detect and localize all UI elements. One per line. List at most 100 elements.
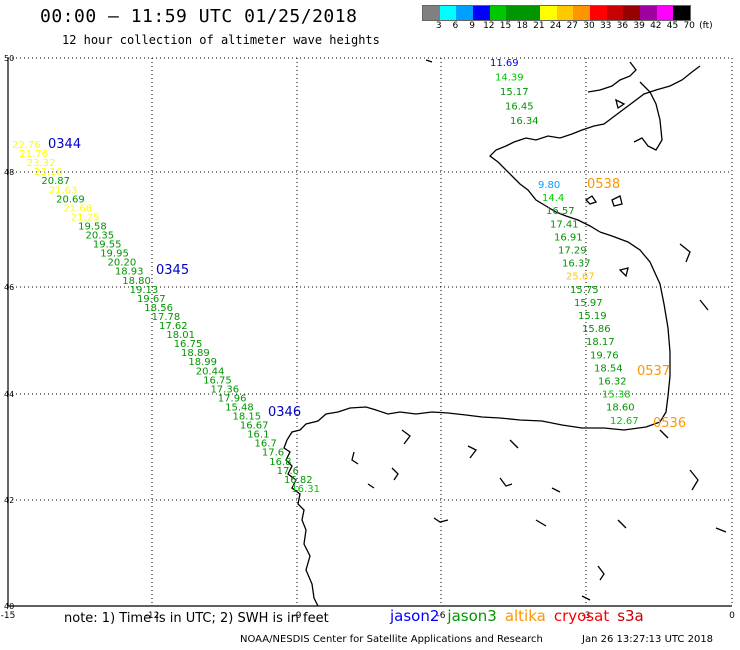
wave-height-reading: 16.75	[203, 375, 232, 386]
wave-height-reading: 15.38	[602, 390, 631, 401]
color-scale-label: 27	[566, 21, 579, 31]
wave-height-reading: 16.57	[546, 206, 575, 217]
wave-height-reading: 18.15	[233, 412, 262, 423]
wave-height-reading: 17.6	[277, 466, 299, 477]
inland-6	[499, 477, 513, 487]
wave-height-reading: 19.76	[590, 350, 619, 361]
longitude-tick-label: -15	[1, 611, 16, 621]
island-2	[611, 195, 623, 207]
color-scale-label: 15	[499, 21, 512, 31]
island-4	[425, 59, 433, 63]
color-scale-label: 6	[452, 21, 459, 31]
inland-2	[367, 483, 375, 489]
wave-height-reading: 16.34	[510, 116, 539, 127]
color-scale-label: 33	[599, 21, 612, 31]
wave-height-reading: 23.32	[27, 158, 56, 169]
wave-height-reading: 17.78	[152, 312, 181, 323]
pass-time-label: 0538	[587, 177, 620, 192]
inland-9	[597, 565, 605, 581]
color-swatch	[656, 6, 674, 20]
inland-13	[679, 243, 691, 263]
color-swatch	[673, 6, 690, 20]
color-scale-label: 21	[533, 21, 545, 31]
longitude-tick-label: -6	[437, 611, 446, 621]
wave-height-reading: 16.37	[562, 259, 591, 270]
color-swatch	[606, 6, 624, 20]
color-scale-label: 70	[683, 21, 695, 31]
wave-height-reading: 16.82	[284, 475, 313, 486]
color-swatch	[539, 6, 557, 20]
color-scale-label: (ft)	[699, 21, 713, 31]
inland-15	[659, 429, 669, 439]
wave-height-reading: 16.91	[554, 232, 583, 243]
color-swatch	[473, 6, 490, 20]
longitude-tick-label: -9	[293, 611, 302, 621]
color-scale-label: 36	[616, 21, 629, 31]
brittany-coastline	[489, 65, 701, 233]
inland-12	[715, 527, 727, 533]
inland-17	[467, 445, 477, 459]
color-swatch	[423, 6, 440, 20]
color-swatch	[506, 6, 524, 20]
wave-height-reading: 11.69	[490, 58, 519, 69]
wave-height-reading: 18.93	[115, 267, 144, 278]
longitude-tick-label: -3	[582, 611, 591, 621]
credit-text: NOAA/NESDIS Center for Satellite Applica…	[240, 634, 543, 645]
inland-14	[699, 299, 709, 311]
wave-height-reading: 20.87	[41, 176, 70, 187]
wave-height-reading: 16.31	[291, 484, 320, 495]
wave-height-reading: 18.01	[166, 330, 195, 341]
wave-height-reading: 21.63	[49, 185, 78, 196]
note-text: note: 1) Time is in UTC; 2) SWH is in fe…	[64, 611, 329, 626]
wave-height-reading: 18.17	[586, 337, 615, 348]
pass-time-label: 0346	[268, 405, 301, 420]
color-scale-label: 39	[633, 21, 645, 31]
satellite-legend: jason2 jason3 altika cryosat s3a	[390, 607, 652, 625]
wave-height-reading: 22.76	[12, 140, 41, 151]
map-title: 00:00 – 11:59 UTC 01/25/2018	[40, 6, 358, 27]
pass-time-label: 0537	[637, 364, 670, 379]
color-scale-bar	[422, 5, 691, 21]
coastline	[283, 59, 727, 607]
wave-height-reading: 20.35	[86, 231, 115, 242]
latitude-tick-label: 40	[4, 602, 14, 611]
wave-height-reading: 19.13	[130, 285, 159, 296]
wave-height-reading: 18.99	[188, 357, 217, 368]
inland-3	[391, 467, 399, 481]
inland-11	[689, 469, 699, 491]
color-swatch	[573, 6, 590, 20]
wave-height-reading: 16.75	[174, 339, 203, 350]
wave-height-reading: 20.69	[56, 194, 85, 205]
color-swatch	[589, 6, 607, 20]
wave-height-reading: 17.36	[210, 384, 239, 395]
wave-height-reading: 12.67	[610, 416, 639, 427]
wave-height-reading: 18.80	[122, 276, 151, 287]
wave-height-reading: 17.6	[262, 448, 284, 459]
wave-height-reading: 14.39	[495, 73, 524, 84]
uk-coastline	[587, 61, 637, 93]
longitude-tick-label: -12	[145, 611, 160, 621]
wave-height-reading: 15.75	[570, 285, 599, 296]
inland-7	[535, 519, 547, 527]
lat-lon-grid	[7, 57, 733, 607]
wave-height-reading: 16.8	[269, 457, 291, 468]
color-scale-label: 24	[549, 21, 562, 31]
latitude-tick-label: 46	[4, 283, 14, 292]
satellite-legend-item: jason3	[447, 607, 497, 625]
wave-height-reading: 21.76	[19, 149, 48, 160]
color-scale-label: 30	[583, 21, 595, 31]
latitude-tick-label: 44	[4, 390, 14, 399]
wave-height-reading: 20.44	[196, 366, 225, 377]
color-scale-label: 3	[435, 21, 442, 31]
color-swatch	[523, 6, 540, 20]
wave-height-reading: 18.60	[606, 403, 635, 414]
latitude-tick-label: 42	[4, 496, 14, 505]
color-scale-label: 18	[516, 21, 528, 31]
satellite-legend-item: altika	[504, 607, 546, 625]
inland-4	[401, 429, 411, 445]
wave-height-reading: 16.1	[247, 430, 269, 441]
wave-height-reading: 15.48	[225, 402, 254, 413]
inland-10	[617, 519, 627, 529]
wave-height-reading: 15.86	[582, 324, 611, 335]
inland-1	[351, 451, 359, 465]
